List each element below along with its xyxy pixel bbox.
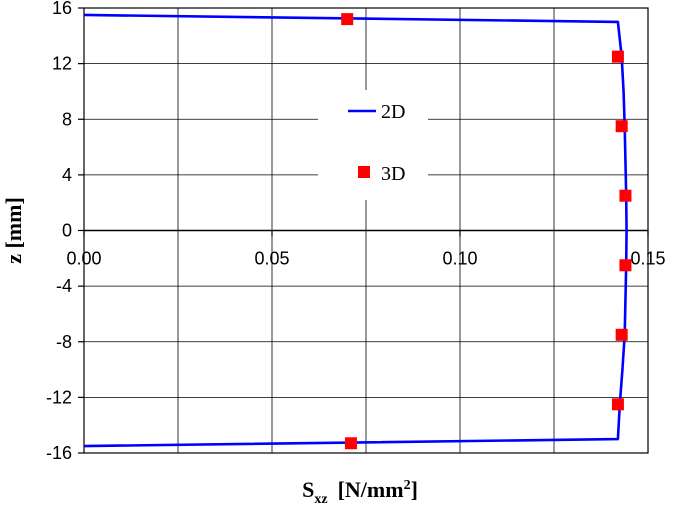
axis-layer: 0.00 0.05 0.10 0.15 -16 -12 -8 -4 0 4 8 12 16	[46, 0, 666, 463]
legend-marker-3d	[358, 166, 370, 178]
marker-3d	[341, 13, 354, 26]
marker-3d	[611, 50, 624, 63]
y-tick-label: -16	[46, 443, 72, 463]
marker-3d	[344, 437, 357, 450]
legend: 2D 3D	[318, 90, 428, 200]
y-axis-title: z [mm]	[1, 197, 26, 264]
y-tick-label: 16	[52, 0, 72, 18]
x-tick-label: 0.00	[66, 249, 101, 269]
marker-3d	[615, 328, 628, 341]
x-axis-title: Sxz [N/mm2]	[302, 477, 418, 507]
x-axis-title-main: S	[302, 477, 314, 502]
marker-3d	[619, 189, 632, 202]
marker-3d	[615, 120, 628, 133]
x-axis-title-subscript: xz	[314, 492, 327, 507]
x-tick-label: 0.05	[254, 249, 289, 269]
y-tick-label: 12	[52, 54, 72, 74]
y-tick-label: -8	[56, 332, 72, 352]
marker-3d	[619, 259, 632, 272]
x-tick-label: 0.15	[630, 249, 665, 269]
label-layer: Sxz [N/mm2] z [mm]	[1, 197, 418, 507]
y-tick-label: 0	[62, 221, 72, 241]
series-line-2d	[83, 13, 628, 448]
series-layer	[83, 13, 632, 450]
marker-3d	[611, 398, 624, 411]
y-tick-label: -12	[46, 387, 72, 407]
x-axis-title-unit-suffix: ]	[411, 477, 418, 502]
legend-box	[318, 90, 428, 200]
x-axis-title-superscript: 2	[404, 478, 411, 493]
x-axis-title-unit: [N/mm	[338, 477, 404, 502]
y-tick-label: -4	[56, 276, 72, 296]
legend-label-2d: 2D	[381, 101, 405, 123]
x-tick-label: 0.10	[442, 249, 477, 269]
y-tick-label: 4	[62, 165, 72, 185]
y-tick-label: 8	[62, 109, 72, 129]
legend-label-3d: 3D	[381, 163, 405, 185]
